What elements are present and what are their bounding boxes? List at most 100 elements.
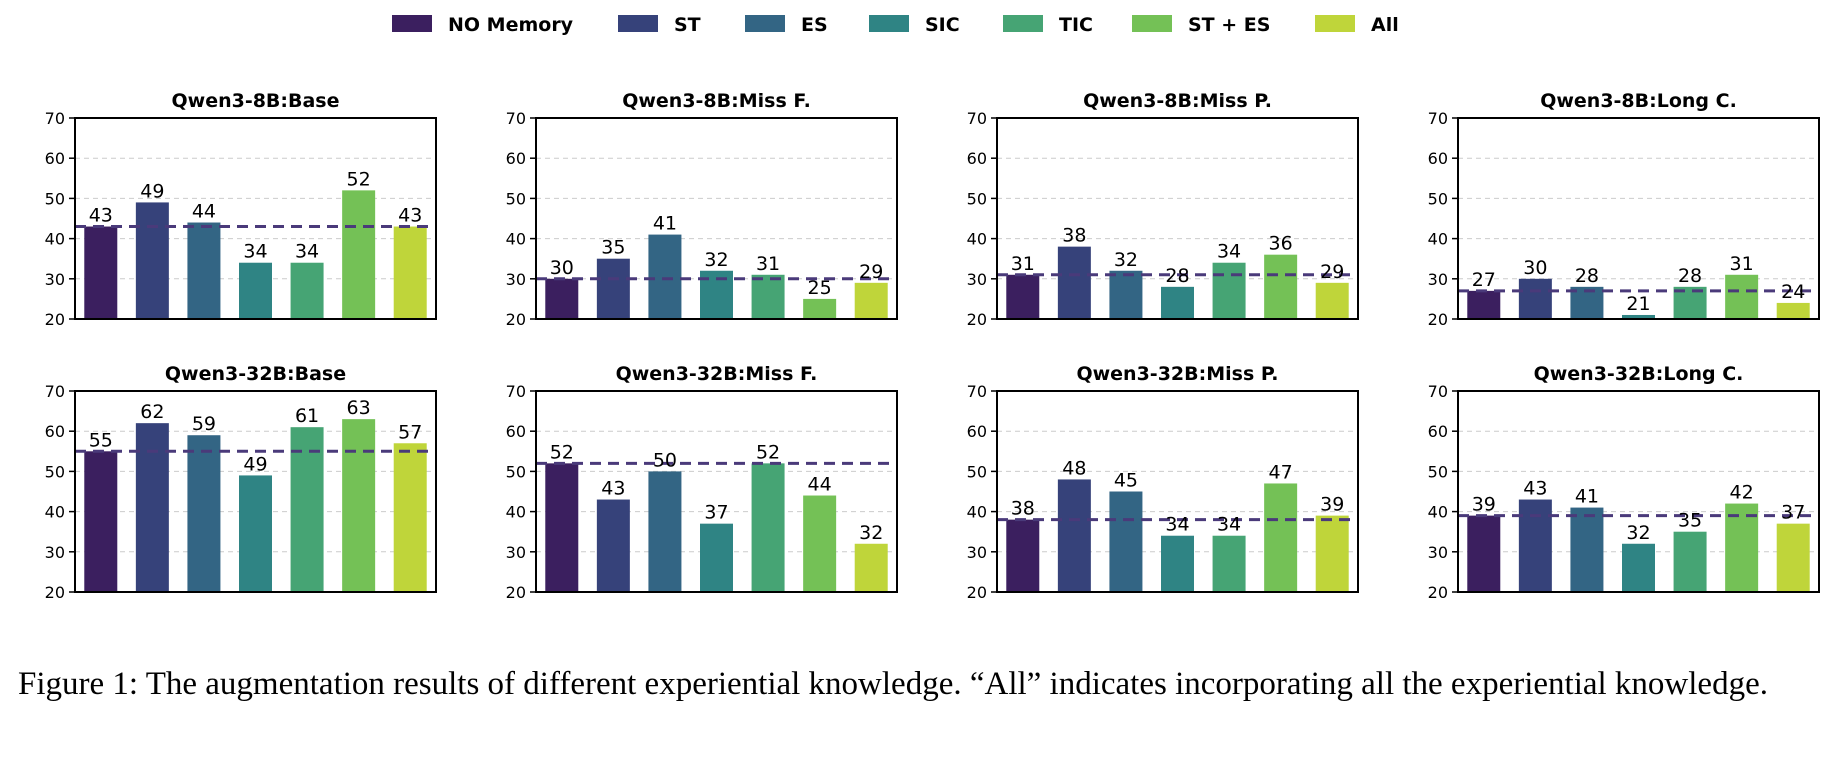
bar-value-label: 48: [1062, 457, 1086, 479]
panel-frame: [74, 390, 437, 593]
bar: [1776, 302, 1810, 319]
bar: [1467, 290, 1501, 319]
panel-title: Qwen3-8B:Miss P.: [1083, 90, 1272, 112]
bar-value-label: 52: [550, 441, 574, 463]
bar: [803, 298, 837, 319]
y-tick-label: 70: [1428, 382, 1448, 401]
bar-value-label: 32: [859, 522, 883, 544]
panel-frame: [535, 390, 898, 593]
bar-value-label: 28: [1678, 265, 1702, 287]
y-tick-label: 40: [45, 230, 65, 249]
y-tick-label: 50: [506, 462, 526, 481]
bar-value-label: 57: [398, 421, 422, 443]
panel-frame: [996, 117, 1359, 320]
y-tick-label: 50: [506, 189, 526, 208]
y-tick-label: 40: [1428, 230, 1448, 249]
bar-value-label: 21: [1626, 293, 1650, 315]
bar: [545, 463, 579, 592]
bar-value-label: 32: [1114, 249, 1138, 271]
bar-value-label: 43: [1523, 478, 1547, 500]
bar-value-label: 31: [1011, 253, 1035, 275]
bar-value-label: 31: [756, 253, 780, 275]
bar: [1109, 270, 1143, 319]
bar-value-label: 50: [653, 449, 677, 471]
panel-frame: [535, 117, 898, 320]
legend-item: SIC: [869, 14, 960, 36]
bar-value-label: 59: [192, 413, 216, 435]
bar-value-label: 42: [1730, 482, 1754, 504]
bar: [1570, 507, 1604, 592]
bar: [1057, 479, 1091, 592]
y-tick-label: 30: [506, 270, 526, 289]
bar: [751, 274, 785, 319]
bar-value-label: 43: [89, 205, 113, 227]
bar: [1725, 274, 1759, 319]
y-tick-label: 70: [506, 109, 526, 128]
bar-value-label: 25: [808, 277, 832, 299]
y-tick-label: 70: [1428, 109, 1448, 128]
bar: [854, 282, 888, 319]
legend-swatch: [869, 15, 909, 32]
bar: [1315, 515, 1349, 592]
y-tick-label: 30: [506, 543, 526, 562]
bar-value-label: 31: [1730, 253, 1754, 275]
bar: [1264, 483, 1298, 592]
y-tick-label: 20: [967, 583, 987, 602]
bar-value-label: 37: [704, 502, 728, 524]
y-tick-label: 60: [506, 149, 526, 168]
bar: [1161, 286, 1194, 319]
bar: [342, 190, 376, 319]
bar-value-label: 61: [295, 405, 319, 427]
chart-panel: Qwen3-32B:Miss F. 20 30 40 50 60 70 52 43 50 37 52 4…: [506, 363, 898, 602]
bar-value-label: 47: [1269, 461, 1293, 483]
bar-value-label: 27: [1472, 269, 1496, 291]
bar-value-label: 39: [1320, 494, 1344, 516]
bar: [290, 427, 324, 592]
y-tick-label: 60: [45, 422, 65, 441]
legend-label: NO Memory: [448, 14, 574, 36]
bar: [239, 262, 272, 319]
y-tick-label: 30: [45, 270, 65, 289]
y-tick-label: 30: [1428, 543, 1448, 562]
legend-item: ES: [745, 14, 828, 36]
bar: [135, 202, 169, 319]
panel-frame: [1457, 390, 1820, 593]
panel-title: Qwen3-8B:Miss F.: [622, 90, 811, 112]
bar-value-label: 34: [243, 241, 267, 263]
bar: [187, 435, 221, 592]
y-tick-label: 50: [967, 462, 987, 481]
bar: [596, 258, 630, 319]
bar-value-label: 34: [295, 241, 319, 263]
panel-title: Qwen3-32B:Miss F.: [616, 363, 818, 385]
bar: [1264, 254, 1298, 319]
figure-caption: Figure 1: The augmentation results of di…: [18, 666, 1768, 702]
legend-item: ST: [618, 14, 701, 36]
bar: [135, 423, 169, 592]
y-tick-label: 70: [967, 109, 987, 128]
legend-label: All: [1371, 14, 1399, 36]
panel-title: Qwen3-32B:Miss P.: [1076, 363, 1278, 385]
panel-title: Qwen3-32B:Base: [165, 363, 346, 385]
y-tick-label: 40: [967, 230, 987, 249]
chart-panel: Qwen3-8B:Miss P. 20 30 40 50 60 70 31 38 32 28 34 36…: [967, 90, 1359, 329]
y-tick-label: 70: [45, 382, 65, 401]
panel-title: Qwen3-8B:Long C.: [1540, 90, 1737, 112]
bar-value-label: 30: [550, 257, 574, 279]
bar-value-label: 34: [1217, 241, 1241, 263]
panel-title: Qwen3-32B:Long C.: [1534, 363, 1744, 385]
legend-swatch: [1132, 15, 1172, 32]
bar: [393, 226, 427, 319]
bar: [854, 543, 888, 592]
bar: [1161, 535, 1194, 592]
bar-value-label: 36: [1269, 233, 1293, 255]
legend-item: TIC: [1003, 14, 1093, 36]
bar: [84, 451, 118, 592]
y-tick-label: 30: [967, 543, 987, 562]
y-tick-label: 30: [1428, 270, 1448, 289]
y-tick-label: 60: [967, 149, 987, 168]
legend-swatch: [618, 15, 658, 32]
y-tick-label: 60: [506, 422, 526, 441]
y-tick-label: 40: [967, 503, 987, 522]
bar: [1006, 519, 1040, 592]
bar: [751, 463, 785, 592]
